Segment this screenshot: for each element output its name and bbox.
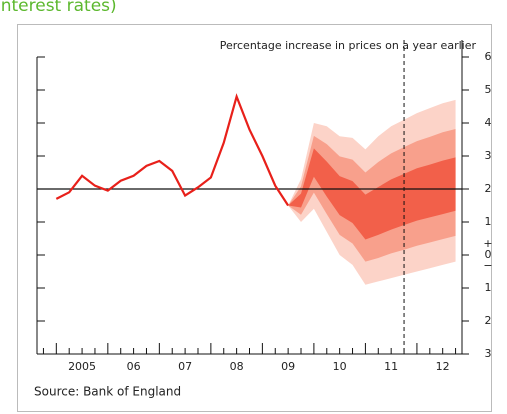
y-tick-label: 2 bbox=[485, 314, 492, 327]
chart-frame bbox=[17, 24, 492, 412]
zero-sign: + bbox=[483, 237, 492, 250]
fan-band bbox=[288, 148, 456, 240]
y-tick-label: 1 bbox=[485, 281, 492, 294]
page-heading: interest rates) bbox=[0, 0, 117, 16]
y-tick-label: 6 bbox=[485, 50, 492, 63]
chart-subtitle: Percentage increase in prices on a year … bbox=[220, 39, 477, 52]
y-tick-label: 3 bbox=[485, 347, 492, 360]
y-tick-label: 0 bbox=[485, 248, 492, 261]
y-tick-label: 4 bbox=[485, 116, 492, 129]
x-tick-label: 11 bbox=[384, 360, 398, 373]
y-tick-label: 5 bbox=[485, 83, 492, 96]
x-tick-label: 08 bbox=[230, 360, 244, 373]
x-tick-label: 07 bbox=[178, 360, 192, 373]
x-tick-label: 2005 bbox=[68, 360, 96, 373]
x-tick-label: 10 bbox=[333, 360, 347, 373]
y-tick-label: 3 bbox=[485, 149, 492, 162]
y-tick-label: 2 bbox=[485, 182, 492, 195]
zero-sign: − bbox=[483, 259, 492, 272]
y-tick-label: 1 bbox=[485, 215, 492, 228]
x-tick-label: 09 bbox=[281, 360, 295, 373]
line-series bbox=[55, 93, 290, 207]
x-tick-label: 06 bbox=[127, 360, 141, 373]
source: Source: Bank of England bbox=[34, 385, 181, 399]
x-tick-label: 12 bbox=[436, 360, 450, 373]
